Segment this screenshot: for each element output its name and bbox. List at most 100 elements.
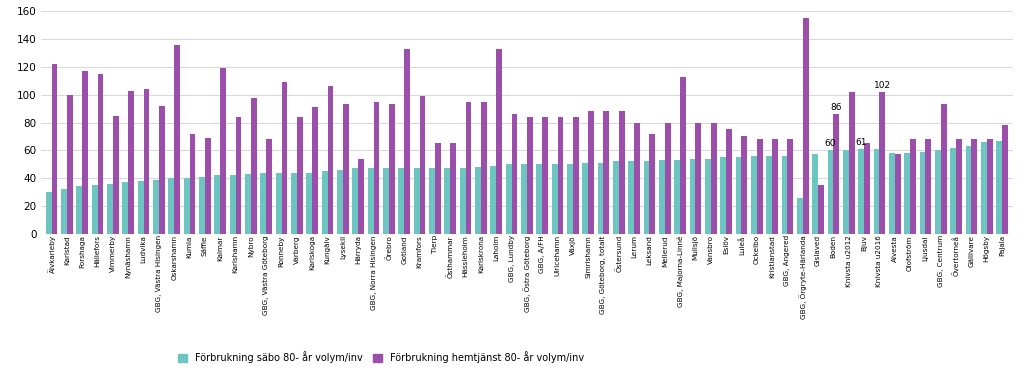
Bar <box>981 142 987 234</box>
Bar <box>113 116 119 234</box>
Bar <box>751 156 757 234</box>
Bar <box>404 49 410 234</box>
Text: 86: 86 <box>831 103 842 112</box>
Bar <box>935 150 941 234</box>
Bar <box>742 136 747 234</box>
Bar <box>597 163 604 234</box>
Bar <box>251 98 257 234</box>
Bar <box>174 44 180 234</box>
Bar <box>215 175 220 234</box>
Bar <box>169 178 174 234</box>
Bar <box>312 107 318 234</box>
Bar <box>66 95 73 234</box>
Bar <box>143 89 149 234</box>
Bar <box>665 123 671 234</box>
Bar <box>788 139 793 234</box>
Bar <box>61 189 66 234</box>
Bar <box>367 169 373 234</box>
Bar <box>352 169 358 234</box>
Bar <box>128 90 134 234</box>
Bar <box>604 112 610 234</box>
Bar <box>650 134 656 234</box>
Bar <box>797 198 803 234</box>
Bar <box>138 181 143 234</box>
Bar <box>628 161 634 234</box>
Bar <box>834 114 839 234</box>
Bar <box>889 153 895 234</box>
Bar <box>123 182 128 234</box>
Bar <box>950 147 957 234</box>
Bar <box>521 164 527 234</box>
Legend: Förbrukning säbo 80- år volym/inv, Förbrukning hemtjänst 80- år volym/inv: Förbrukning säbo 80- år volym/inv, Förbr… <box>174 347 588 367</box>
Bar <box>634 123 640 234</box>
Text: 61: 61 <box>855 138 866 147</box>
Bar <box>659 160 665 234</box>
Bar <box>966 146 972 234</box>
Bar <box>895 155 900 234</box>
Bar <box>281 82 287 234</box>
Bar <box>904 153 910 234</box>
Bar <box>429 169 435 234</box>
Bar <box>803 18 808 234</box>
Bar <box>818 185 824 234</box>
Bar <box>97 74 103 234</box>
Bar <box>920 152 926 234</box>
Bar <box>276 173 281 234</box>
Bar <box>874 149 880 234</box>
Bar <box>527 117 533 234</box>
Bar <box>680 77 686 234</box>
Bar <box>757 139 762 234</box>
Bar <box>450 143 456 234</box>
Bar <box>674 160 680 234</box>
Bar <box>582 163 588 234</box>
Bar <box>189 134 195 234</box>
Bar <box>736 157 742 234</box>
Bar <box>92 185 97 234</box>
Bar <box>475 167 481 234</box>
Bar <box>199 177 205 234</box>
Bar <box>435 143 441 234</box>
Bar <box>828 150 834 234</box>
Bar <box>77 187 82 234</box>
Bar <box>705 159 711 234</box>
Bar <box>843 150 849 234</box>
Bar <box>772 139 777 234</box>
Bar <box>972 139 977 234</box>
Bar <box>358 159 364 234</box>
Bar <box>643 161 650 234</box>
Bar <box>373 102 380 234</box>
Bar <box>398 169 404 234</box>
Bar <box>322 171 327 234</box>
Bar <box>957 139 962 234</box>
Bar <box>926 139 931 234</box>
Bar <box>46 192 51 234</box>
Text: 102: 102 <box>874 81 891 90</box>
Bar <box>292 173 297 234</box>
Bar <box>297 117 303 234</box>
Bar <box>551 164 558 234</box>
Bar <box>536 164 542 234</box>
Bar <box>849 92 854 234</box>
Bar <box>588 112 594 234</box>
Bar <box>711 123 717 234</box>
Bar <box>383 169 389 234</box>
Bar <box>153 179 159 234</box>
Bar <box>337 170 343 234</box>
Bar <box>782 156 788 234</box>
Bar <box>941 104 946 234</box>
Bar <box>858 149 864 234</box>
Bar <box>766 156 772 234</box>
Bar <box>880 92 885 234</box>
Bar <box>987 139 992 234</box>
Bar <box>220 68 226 234</box>
Bar <box>690 159 696 234</box>
Bar <box>505 164 512 234</box>
Bar <box>512 114 518 234</box>
Bar <box>266 139 272 234</box>
Bar <box>696 123 702 234</box>
Bar <box>82 71 88 234</box>
Bar <box>184 178 189 234</box>
Text: 60: 60 <box>825 139 836 148</box>
Bar <box>481 102 487 234</box>
Bar <box>613 161 619 234</box>
